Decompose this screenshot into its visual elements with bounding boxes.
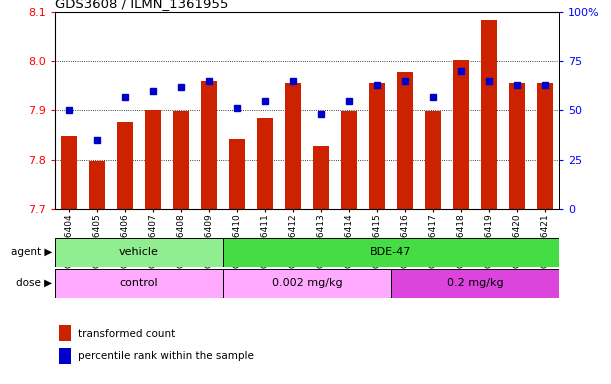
Bar bbox=[257, 118, 273, 209]
Text: 0.2 mg/kg: 0.2 mg/kg bbox=[447, 278, 503, 288]
Bar bbox=[59, 325, 71, 341]
Bar bbox=[89, 161, 104, 209]
Bar bbox=[223, 269, 391, 298]
Bar bbox=[223, 238, 559, 267]
Bar bbox=[61, 136, 77, 209]
Bar bbox=[285, 83, 301, 209]
Bar bbox=[145, 111, 161, 209]
Text: vehicle: vehicle bbox=[119, 247, 159, 258]
Bar bbox=[453, 60, 469, 209]
Bar bbox=[425, 111, 441, 209]
Bar bbox=[229, 139, 245, 209]
Bar bbox=[391, 269, 559, 298]
Bar bbox=[55, 238, 223, 267]
Text: transformed count: transformed count bbox=[78, 329, 175, 339]
Text: control: control bbox=[120, 278, 158, 288]
Bar bbox=[397, 72, 413, 209]
Text: GDS3608 / ILMN_1361955: GDS3608 / ILMN_1361955 bbox=[55, 0, 229, 10]
Text: agent ▶: agent ▶ bbox=[10, 247, 52, 258]
Bar bbox=[201, 81, 217, 209]
Text: percentile rank within the sample: percentile rank within the sample bbox=[78, 351, 254, 361]
Bar bbox=[510, 83, 525, 209]
Bar bbox=[369, 83, 385, 209]
Bar bbox=[174, 111, 189, 209]
Bar bbox=[342, 111, 357, 209]
Bar bbox=[537, 83, 553, 209]
Bar bbox=[59, 348, 71, 364]
Bar bbox=[481, 20, 497, 209]
Text: 0.002 mg/kg: 0.002 mg/kg bbox=[272, 278, 342, 288]
Bar bbox=[55, 269, 223, 298]
Bar bbox=[117, 122, 133, 209]
Text: dose ▶: dose ▶ bbox=[16, 278, 52, 288]
Bar bbox=[313, 146, 329, 209]
Text: BDE-47: BDE-47 bbox=[370, 247, 412, 258]
